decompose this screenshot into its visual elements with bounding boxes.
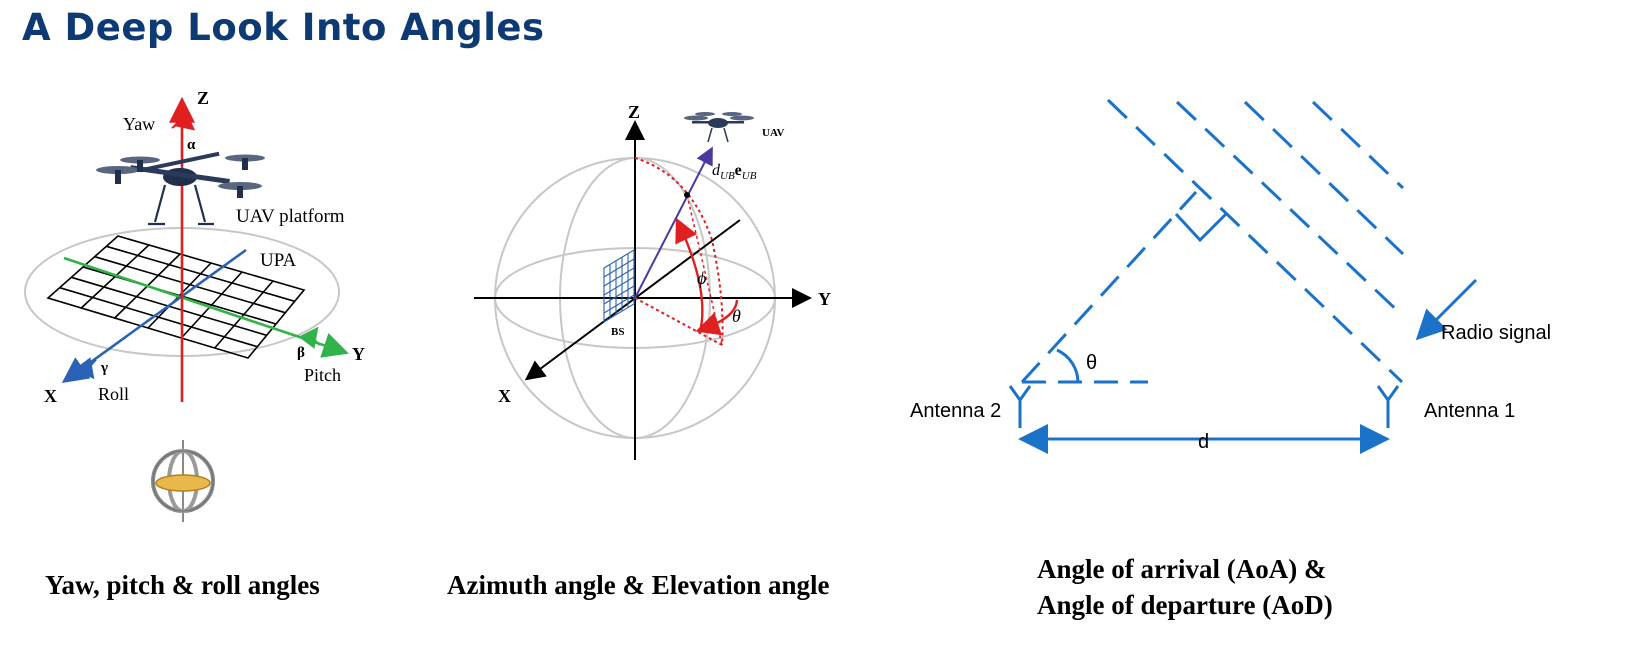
label-pitch: Pitch xyxy=(304,365,341,385)
label-upa: UPA xyxy=(260,250,297,271)
caption-yaw-pitch-roll: Yaw, pitch & roll angles xyxy=(45,570,320,600)
pitch-rotation-arrow xyxy=(298,326,321,349)
perpendicular-line xyxy=(1020,190,1198,384)
label-z-axis-2: Z xyxy=(628,102,640,122)
label-y-axis: Y xyxy=(352,344,365,364)
caption-aoa-line1: Angle of arrival (AoA) & xyxy=(1037,554,1327,584)
label-bs: BS xyxy=(611,326,624,338)
antenna-1-icon xyxy=(1376,385,1400,428)
radio-signal-arrow xyxy=(1415,278,1478,341)
label-radio-signal: Radio signal xyxy=(1441,322,1551,344)
label-alpha: α xyxy=(187,137,196,153)
label-uav-platform: UAV platform xyxy=(236,206,345,227)
label-x-axis: X xyxy=(44,386,57,406)
label-vector-d: dUBeUB xyxy=(712,162,757,182)
caption-azimuth-elevation: Azimuth angle & Elevation angle xyxy=(447,570,830,600)
wavefront-line-1 xyxy=(1106,98,1404,384)
label-antenna-2: Antenna 2 xyxy=(910,400,1001,422)
projection-dotted-line xyxy=(634,297,723,346)
uav-small-icon xyxy=(684,112,754,143)
wavefront-line-4 xyxy=(1311,100,1405,190)
label-d: d xyxy=(1198,431,1209,453)
label-theta-2: θ xyxy=(732,306,741,326)
theta-arc xyxy=(695,299,739,336)
yaw-rotation-arrow xyxy=(171,110,196,131)
y-axis xyxy=(63,256,349,358)
label-gamma: γ xyxy=(100,360,108,376)
uav-drone-icon xyxy=(96,151,265,226)
vector-point xyxy=(684,192,690,198)
panel-azimuth-elevation: Z UAV dUBeUB ϕ θ Y BS X xyxy=(474,102,831,460)
gimbal-icon xyxy=(151,440,215,522)
caption-aoa-line2: Angle of departure (AoD) xyxy=(1037,590,1333,620)
label-roll: Roll xyxy=(98,384,129,404)
right-angle-marker xyxy=(1174,212,1228,243)
uav-vector xyxy=(634,146,713,299)
wavefront-line-3 xyxy=(1243,100,1405,256)
label-y-axis-2: Y xyxy=(818,289,831,309)
roll-rotation-arrow xyxy=(74,357,97,380)
panel-aoa-aod xyxy=(1008,98,1478,454)
label-z-axis: Z xyxy=(197,88,209,108)
label-uav: UAV xyxy=(762,127,784,139)
label-phi: ϕ xyxy=(697,268,706,288)
label-theta-3: θ xyxy=(1086,352,1097,374)
label-antenna-1: Antenna 1 xyxy=(1424,400,1515,422)
bs-antenna-array xyxy=(603,249,635,323)
antenna-2-icon xyxy=(1008,385,1032,428)
panel-aoa-labels: Radio signal θ Antenna 2 Antenna 1 d xyxy=(910,322,1551,453)
wavefront-line-2 xyxy=(1175,100,1405,318)
label-x-axis-2: X xyxy=(498,386,511,406)
x-axis xyxy=(61,248,247,384)
elevation-meridian-dotted xyxy=(634,157,724,346)
panel-yaw-pitch-roll: Z Yaw α UAV platform UPA X γ Roll β Y Pi… xyxy=(24,88,365,522)
theta-arc-3 xyxy=(1056,348,1080,383)
label-beta: β xyxy=(297,345,305,361)
page-title: A Deep Look Into Angles xyxy=(22,6,545,49)
label-yaw: Yaw xyxy=(123,114,155,134)
